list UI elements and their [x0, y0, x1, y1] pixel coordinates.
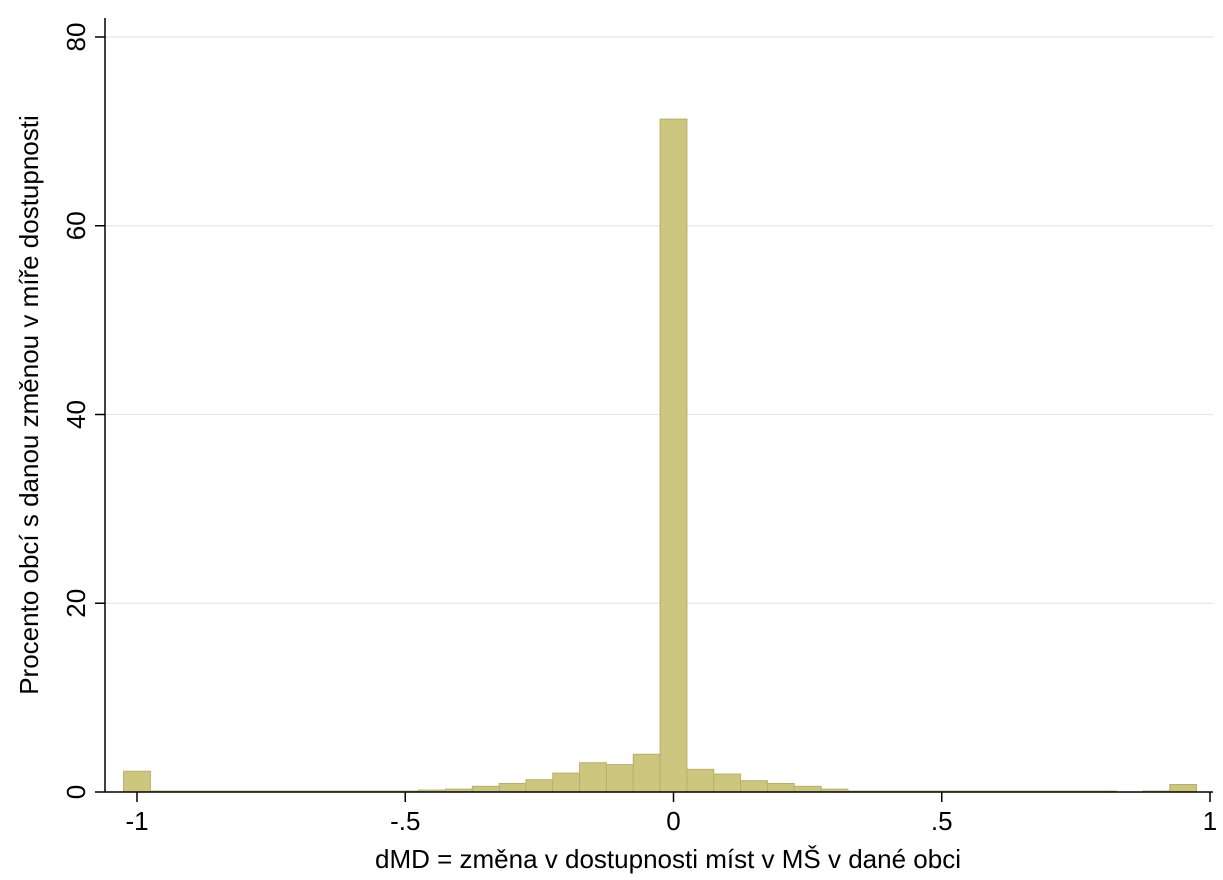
x-tick-label: -1	[125, 806, 148, 836]
x-axis-title: dMD = změna v dostupnosti míst v MŠ v da…	[375, 844, 961, 874]
x-axis-ticks: -1 -.5 0 .5 1	[125, 792, 1217, 836]
x-tick-label: -.5	[390, 806, 420, 836]
x-tick-label: 0	[666, 806, 680, 836]
y-axis-ticks: 0 20 40 60 80	[61, 23, 105, 799]
x-tick-label: 1	[1203, 806, 1217, 836]
y-tick-label: 60	[61, 211, 91, 240]
y-tick-label: 0	[61, 785, 91, 799]
histogram-bar	[471, 785, 500, 793]
histogram-bar	[740, 780, 768, 793]
histogram-bar	[686, 768, 715, 793]
y-tick-label: 80	[61, 23, 91, 52]
y-axis-title: Procento obcí s danou změnou v míře dost…	[14, 115, 44, 695]
histogram-bar	[659, 118, 688, 793]
histogram-bar	[579, 762, 607, 793]
histogram-bar	[766, 783, 795, 793]
y-tick-label: 20	[61, 589, 91, 618]
histogram-bar	[498, 783, 527, 793]
histogram-bar	[605, 764, 634, 793]
y-tick-label: 40	[61, 400, 91, 429]
grid-lines	[105, 36, 1213, 604]
x-tick-label: .5	[931, 806, 953, 836]
histogram-bar	[123, 770, 151, 793]
histogram-bar	[713, 773, 742, 793]
histogram-bar	[525, 779, 554, 793]
histogram-bar	[1169, 783, 1198, 793]
histogram-bar	[793, 785, 822, 793]
histogram-bar	[632, 753, 661, 793]
histogram-bars	[123, 118, 1198, 793]
histogram-bar	[552, 772, 581, 793]
